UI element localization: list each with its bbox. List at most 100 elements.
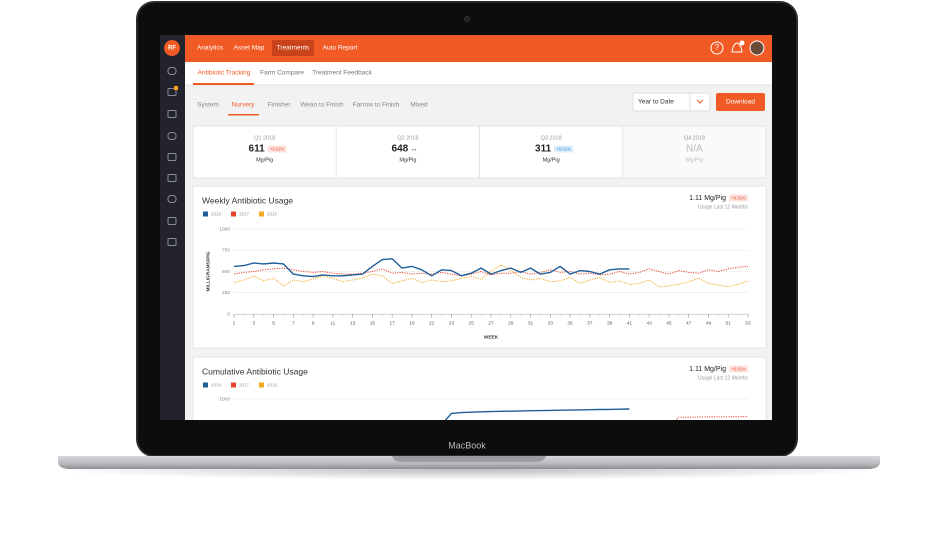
tab[interactable]: Treatment Feedback	[312, 70, 372, 77]
stat-value: 611	[249, 144, 266, 155]
subtab[interactable]: Mixed	[410, 102, 428, 109]
base-notch	[392, 456, 546, 462]
legend-label: 2018	[211, 382, 222, 387]
nav-item[interactable]: Asset Map	[234, 45, 265, 52]
summary-caption: Usage Last 12 Months	[698, 204, 749, 210]
x-tick-label: 51	[726, 320, 732, 326]
x-tick-label: 39	[607, 320, 613, 326]
stat-value: 648	[392, 144, 409, 155]
legend-swatch	[259, 211, 264, 217]
series-line	[444, 408, 630, 420]
laptop-base	[58, 456, 880, 469]
x-tick-label: 23	[449, 320, 455, 326]
y-tick-label: 1000	[219, 396, 230, 402]
stat-unit: Mg/Pig	[399, 157, 416, 163]
stat-value: N/A	[686, 144, 703, 155]
chart-title: Cumulative Antibiotic Usage	[202, 366, 308, 376]
subtab[interactable]: Nursery	[232, 102, 256, 109]
series-line	[233, 265, 749, 277]
legend-swatch	[231, 211, 236, 217]
stat-value: 311	[535, 144, 552, 155]
stat-label: Q4 2018	[684, 135, 705, 141]
x-tick-label: 17	[389, 320, 395, 326]
x-tick-label: 49	[706, 320, 712, 326]
summary-change: +0.01%	[731, 195, 746, 200]
sidebar-icon[interactable]	[167, 217, 177, 225]
x-tick-label: 33	[548, 320, 554, 326]
download-label: Download	[726, 99, 755, 106]
sidebar	[160, 35, 185, 420]
stat-unit: Mg/Pig	[686, 157, 703, 163]
sidebar-icon[interactable]	[167, 195, 177, 203]
sidebar-icon[interactable]	[167, 88, 177, 96]
legend-swatch	[203, 382, 208, 388]
x-tick-label: 53	[745, 320, 751, 326]
chart-card	[192, 185, 767, 349]
series-line	[233, 258, 630, 278]
stat-unit: Mg/Pig	[256, 157, 273, 163]
chart-title: Weekly Antibiotic Usage	[202, 195, 293, 205]
profile-photo[interactable]	[749, 40, 765, 56]
x-tick-label: 1	[233, 320, 236, 326]
stat-label: Q3 2018	[541, 135, 562, 141]
sidebar-icon[interactable]	[167, 174, 177, 182]
sidebar-icon[interactable]	[167, 153, 177, 161]
stat-label: Q1 2018	[254, 135, 275, 141]
subtab[interactable]: Wean to Finish	[300, 102, 344, 109]
stat-change: +0.01%	[270, 146, 285, 151]
period-select[interactable]	[632, 92, 711, 112]
tab[interactable]: Farm Compare	[260, 70, 304, 77]
screen: RF ? Year to Date Download Analytics Asse…	[160, 35, 772, 420]
subtab[interactable]: Finisher	[267, 102, 291, 109]
nav-item[interactable]: Analytics	[197, 45, 224, 52]
tab-bar	[185, 62, 772, 85]
x-tick-label: 11	[330, 320, 335, 326]
download-button[interactable]	[716, 93, 765, 111]
y-tick-label: 250	[222, 290, 230, 296]
active-nav-bg	[272, 40, 314, 56]
summary-value: 1.11 Mg/Pig	[689, 195, 726, 202]
x-tick-label: 13	[350, 320, 356, 326]
bell-badge	[739, 40, 745, 46]
y-tick-label: 1000	[219, 226, 230, 232]
y-axis-label: MILLIGRAMS/PIG	[205, 251, 211, 291]
sidebar-icon-badge	[174, 86, 178, 90]
x-tick-label: 35	[567, 320, 573, 326]
x-tick-label: 9	[312, 320, 315, 326]
stat-label: Q2 2018	[397, 135, 418, 141]
user-avatar[interactable]	[164, 40, 180, 56]
x-tick-label: 7	[292, 320, 295, 326]
x-tick-label: 29	[508, 320, 514, 326]
tab[interactable]: Antibiotic Tracking	[198, 70, 251, 77]
legend-label: 2017	[239, 211, 250, 216]
stat-change-badge	[554, 145, 574, 153]
camera	[464, 16, 470, 22]
legend-swatch	[259, 382, 264, 388]
stat-disabled-bg	[623, 126, 766, 178]
nav-icons	[710, 41, 743, 55]
sidebar-icon[interactable]	[167, 238, 177, 246]
period-select-label: Year to Date	[638, 99, 674, 106]
select-caret	[696, 99, 704, 104]
legend-label: 2017	[239, 382, 250, 387]
x-tick-label: 25	[469, 320, 475, 326]
summary-badge	[729, 194, 748, 202]
summary-caption: Usage Last 12 Months	[698, 375, 749, 381]
sidebar-icon[interactable]	[167, 110, 177, 118]
summary-badge	[729, 365, 748, 373]
legend-swatch	[203, 211, 208, 217]
sidebar-icon[interactable]	[167, 67, 177, 75]
x-axis-label: WEEK	[484, 334, 499, 340]
subtab[interactable]: System	[197, 102, 219, 109]
summary-change: +0.01%	[731, 366, 746, 371]
nav-item[interactable]: Treatments	[277, 45, 310, 52]
legend-label: 2016	[267, 211, 278, 216]
help-icon[interactable]	[710, 41, 724, 55]
bell-icon[interactable]	[731, 42, 743, 53]
sidebar-icon[interactable]	[167, 132, 177, 140]
nav-item[interactable]: Auto Report	[323, 45, 358, 52]
stat-change: ↔	[410, 146, 417, 153]
subtab[interactable]: Farrow to Finish	[353, 102, 400, 109]
stat-unit: Mg/Pig	[543, 157, 560, 163]
